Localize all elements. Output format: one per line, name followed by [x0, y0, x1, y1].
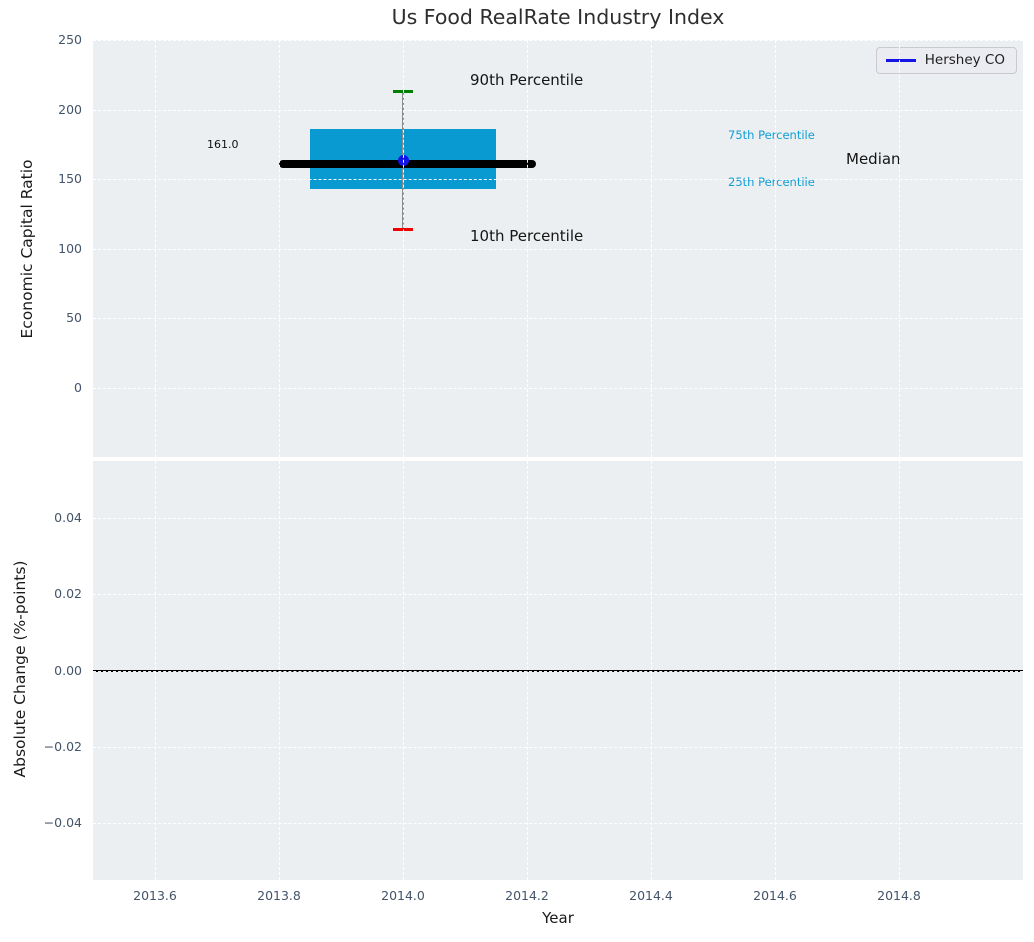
- gridline-horizontal: [93, 387, 1023, 389]
- p25-percentile-label: 25th Percentile: [728, 175, 815, 189]
- y-tick-label: 150: [58, 171, 82, 186]
- gridline-horizontal: [93, 822, 1023, 824]
- gridline-horizontal: [93, 670, 1023, 672]
- y-tick-label: 250: [58, 32, 82, 47]
- gridline-horizontal: [93, 40, 1023, 41]
- y-tick-label: 0.00: [54, 662, 82, 678]
- median-value-label: 161.0: [207, 138, 239, 151]
- gridline-horizontal: [93, 594, 1023, 596]
- y-tick-label: 0.02: [54, 586, 82, 602]
- x-tick-label: 2014.6: [753, 888, 797, 903]
- legend-label: Hershey CO: [924, 52, 1005, 68]
- p75-percentile-label: 75th Percentile: [728, 128, 815, 142]
- gridline-horizontal: [93, 746, 1023, 748]
- y-tick-label: −0.04: [43, 814, 82, 830]
- chart-title: Us Food RealRate Industry Index: [391, 5, 725, 29]
- gridline-horizontal: [93, 318, 1023, 319]
- x-tick-label: 2013.8: [257, 888, 301, 903]
- y-tick-label: 200: [58, 101, 82, 117]
- x-axis-label: Year: [542, 909, 574, 927]
- y-tick-label: 100: [58, 240, 82, 256]
- gridline-horizontal: [93, 109, 1023, 111]
- bottom-axes-plot-area: [93, 461, 1023, 880]
- median-label: Median: [846, 150, 901, 168]
- gridline-horizontal: [93, 179, 1023, 180]
- x-tick-label: 2014.0: [381, 888, 425, 903]
- x-tick-label: 2013.6: [133, 888, 177, 903]
- legend-line-swatch: [885, 58, 916, 62]
- gridline-horizontal: [93, 248, 1023, 250]
- y-tick-label: 0: [74, 379, 82, 395]
- legend: Hershey CO: [875, 47, 1017, 74]
- x-tick-label: 2014.8: [877, 888, 921, 903]
- x-tick-label: 2014.2: [505, 888, 549, 903]
- gridline-horizontal: [93, 518, 1023, 520]
- y-tick-label: 0.04: [54, 510, 82, 526]
- y-tick-label: −0.02: [43, 738, 82, 754]
- p10-percentile-label: 10th Percentile: [470, 227, 584, 245]
- y-tick-label: 50: [66, 310, 82, 325]
- p90-percentile-label: 90th Percentile: [470, 71, 584, 89]
- top-axes-plot-area: 90th Percentile 10th Percentile 75th Per…: [93, 40, 1023, 457]
- x-tick-label: 2014.4: [629, 888, 673, 903]
